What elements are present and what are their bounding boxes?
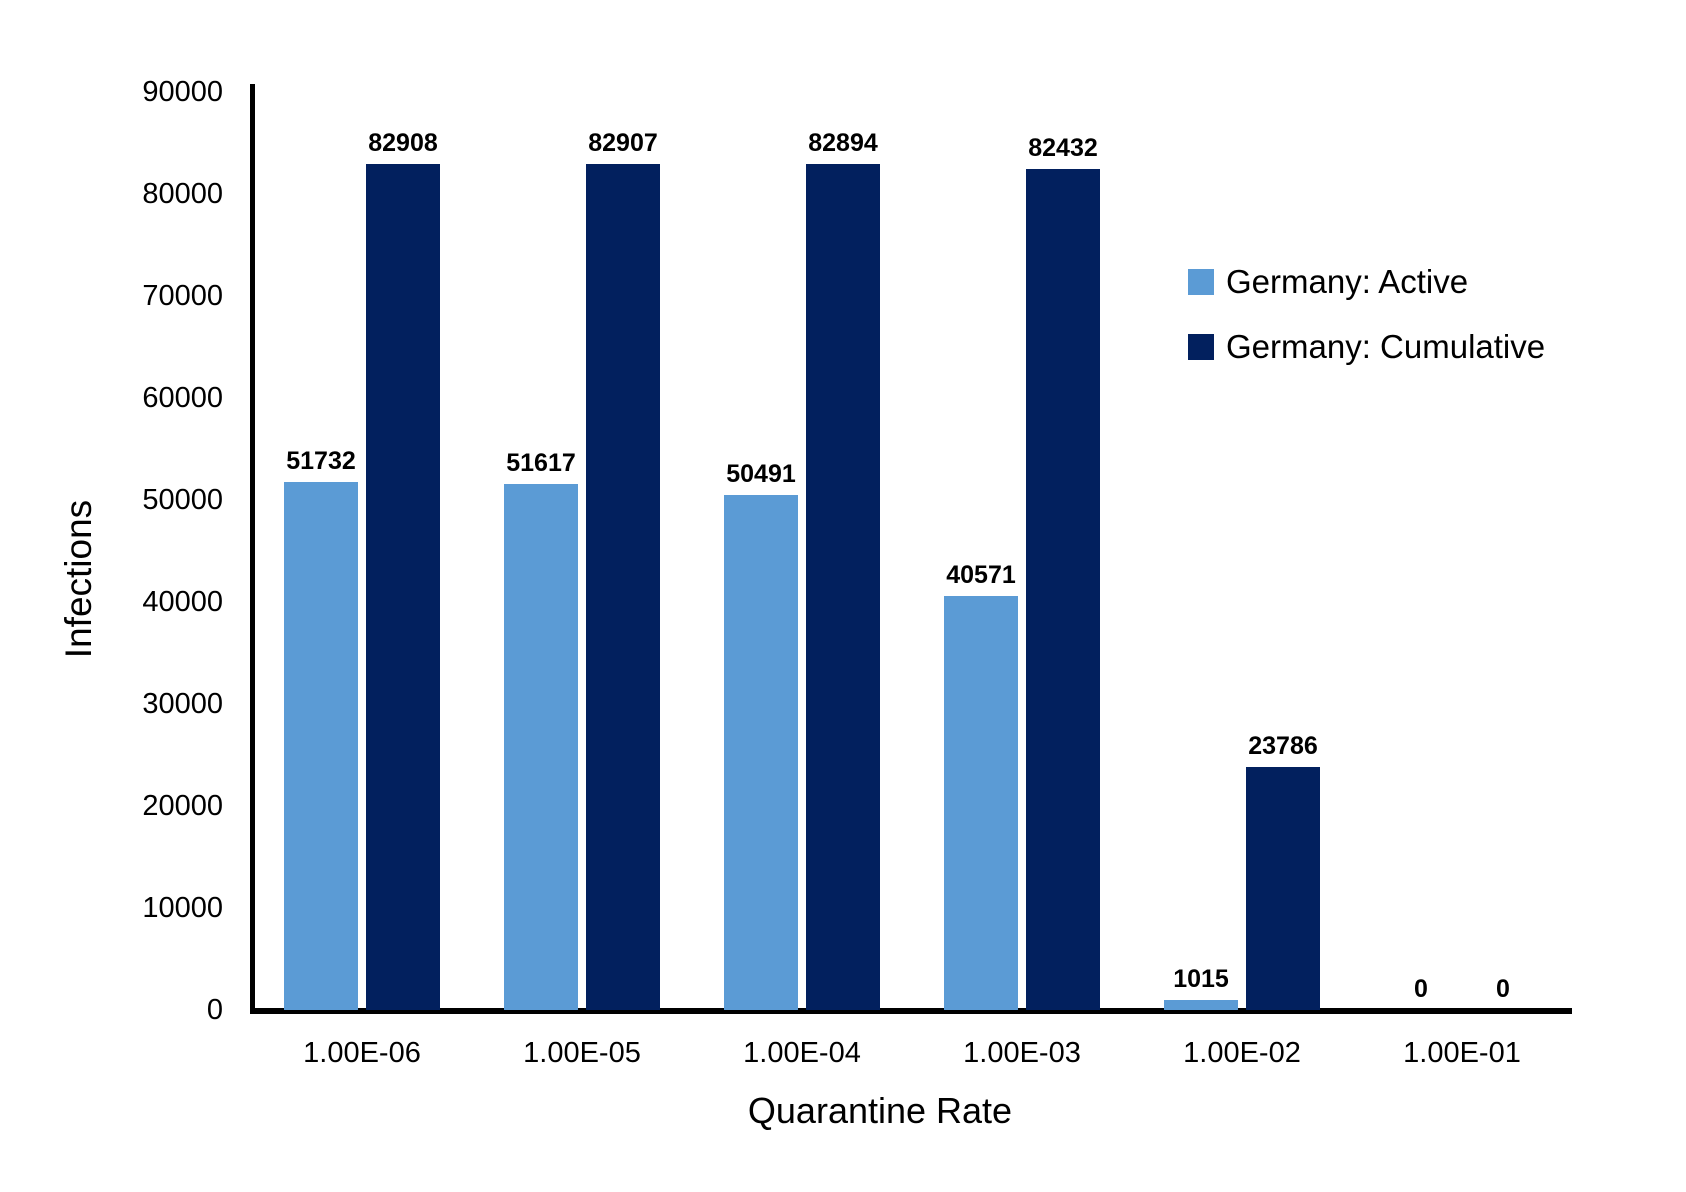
y-tick-label-80000: 80000 bbox=[142, 178, 223, 210]
y-tick-label-50000: 50000 bbox=[142, 484, 223, 516]
data-label-germany-active-1.00E-05: 51617 bbox=[506, 448, 576, 477]
legend-swatch-icon bbox=[1188, 269, 1214, 295]
legend-label: Germany: Cumulative bbox=[1226, 328, 1546, 365]
data-label-germany-active-1.00E-04: 50491 bbox=[726, 459, 796, 488]
data-label-germany-active-1.00E-06: 51732 bbox=[286, 447, 356, 476]
bar-germany-cumulative-1.00E-03 bbox=[1026, 169, 1100, 1010]
y-tick-label-30000: 30000 bbox=[142, 688, 223, 720]
data-label-germany-cumulative-1.00E-04: 82894 bbox=[808, 129, 878, 158]
bar-germany-active-1.00E-06 bbox=[284, 482, 358, 1010]
data-label-germany-active-1.00E-02: 1015 bbox=[1173, 964, 1229, 993]
bar-germany-active-1.00E-04 bbox=[724, 494, 798, 1010]
x-tick-label-1.00E-05: 1.00E-05 bbox=[523, 1037, 641, 1069]
x-axis-title: Quarantine Rate bbox=[747, 1090, 1013, 1131]
data-label-germany-cumulative-1.00E-06: 82908 bbox=[368, 129, 438, 158]
bar-germany-active-1.00E-02 bbox=[1164, 999, 1238, 1010]
x-tick-label-1.00E-02: 1.00E-02 bbox=[1183, 1037, 1301, 1069]
y-axis-title: Infections bbox=[58, 499, 99, 659]
x-tick-label-1.00E-06: 1.00E-06 bbox=[303, 1037, 421, 1069]
legend-item-germany-active: Germany: Active bbox=[1188, 263, 1469, 300]
y-tick-label-10000: 10000 bbox=[142, 892, 223, 924]
data-label-germany-cumulative-1.00E-02: 23786 bbox=[1248, 732, 1318, 761]
x-axis-line bbox=[250, 1008, 1572, 1014]
bar-germany-active-1.00E-03 bbox=[944, 596, 1018, 1010]
bar-germany-cumulative-1.00E-05 bbox=[586, 164, 660, 1010]
legend-label: Germany: Active bbox=[1226, 263, 1469, 300]
y-tick-label-60000: 60000 bbox=[142, 382, 223, 414]
data-label-germany-active-1.00E-03: 40571 bbox=[946, 561, 1016, 590]
data-label-germany-cumulative-1.00E-05: 82907 bbox=[588, 129, 658, 158]
y-tick-label-20000: 20000 bbox=[142, 790, 223, 822]
x-tick-label-1.00E-04: 1.00E-04 bbox=[743, 1037, 861, 1069]
y-axis-line bbox=[250, 84, 255, 1013]
y-tick-label-70000: 70000 bbox=[142, 280, 223, 312]
y-tick-label-0: 0 bbox=[206, 994, 223, 1026]
data-label-germany-cumulative-1.00E-01: 0 bbox=[1496, 975, 1510, 1003]
legend-swatch-icon bbox=[1188, 334, 1214, 360]
data-label-germany-active-1.00E-01: 0 bbox=[1414, 975, 1428, 1003]
bar-germany-cumulative-1.00E-02 bbox=[1246, 767, 1320, 1010]
bar-germany-active-1.00E-05 bbox=[504, 483, 578, 1010]
bar-germany-cumulative-1.00E-06 bbox=[366, 164, 440, 1010]
x-tick-label-1.00E-01: 1.00E-01 bbox=[1403, 1037, 1521, 1069]
legend-item-germany-cumulative: Germany: Cumulative bbox=[1188, 328, 1546, 365]
y-tick-label-90000: 90000 bbox=[142, 76, 223, 108]
data-label-germany-cumulative-1.00E-03: 82432 bbox=[1028, 134, 1098, 163]
bar-germany-cumulative-1.00E-04 bbox=[806, 164, 880, 1010]
x-tick-label-1.00E-03: 1.00E-03 bbox=[963, 1037, 1081, 1069]
y-tick-label-40000: 40000 bbox=[142, 586, 223, 618]
